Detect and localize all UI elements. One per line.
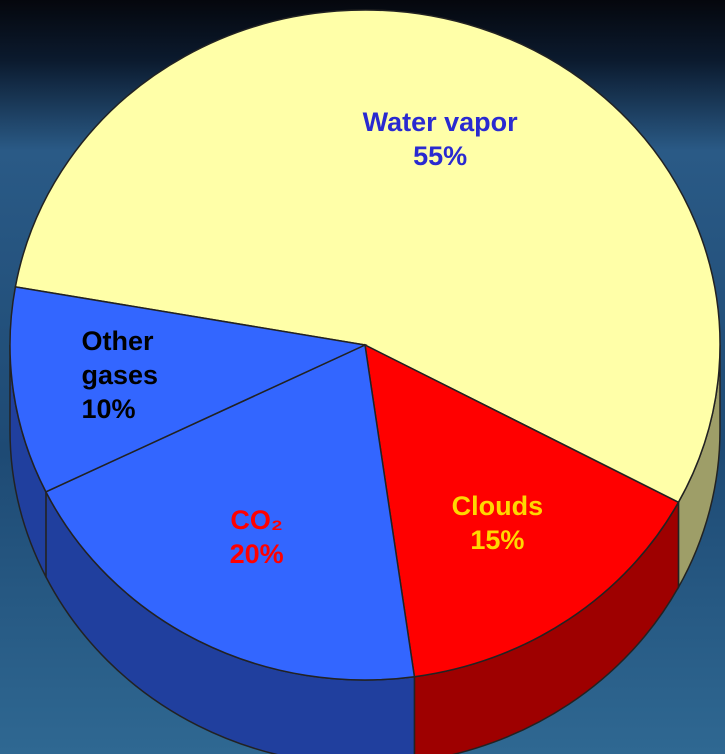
value-label: 20% xyxy=(229,539,284,570)
slice xyxy=(14,9,721,504)
slice-label: Water vapor 55% xyxy=(363,105,518,173)
category-label: Water vapor xyxy=(362,107,518,138)
category-label: CO₂ xyxy=(230,505,283,536)
category-label: Clouds xyxy=(451,491,544,522)
slice xyxy=(9,285,368,493)
slice xyxy=(364,343,680,678)
slice-label: CO₂ 20% xyxy=(230,503,284,571)
value-label: 55% xyxy=(413,141,468,172)
slice xyxy=(44,343,416,681)
slice-label: Clouds 15% xyxy=(452,489,544,557)
slice-label: Other gases 10% xyxy=(81,324,191,426)
value-label: 10% xyxy=(81,394,136,425)
value-label: 15% xyxy=(470,525,525,556)
category-label: Other gases xyxy=(81,326,159,391)
